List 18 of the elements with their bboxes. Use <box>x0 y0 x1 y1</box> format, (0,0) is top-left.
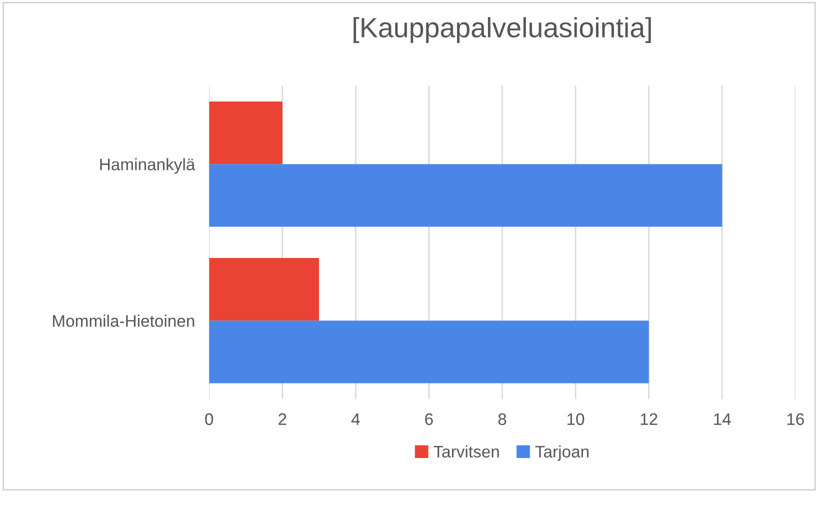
x-tick-label: 10 <box>568 413 584 426</box>
legend-label: Tarjoan <box>535 445 589 461</box>
y-tick-label: Haminankylä <box>100 158 196 174</box>
x-tick-label: 4 <box>351 413 360 425</box>
bar <box>209 164 722 227</box>
chart-title: [Kauppapalveluasiointia] <box>354 17 651 44</box>
x-tick-label: 2 <box>278 413 286 425</box>
bar <box>209 320 649 384</box>
y-tick-label: Mommila-Hietoinen <box>53 314 194 327</box>
legend-label: Tarvitsen <box>434 445 499 458</box>
x-tick-label: 0 <box>205 413 214 426</box>
x-tick-label: 14 <box>714 413 731 425</box>
bar <box>209 258 320 321</box>
x-tick-label: 16 <box>787 413 804 426</box>
x-tick-label: 8 <box>498 413 506 426</box>
x-tick-label: 6 <box>425 413 433 426</box>
bar <box>209 102 282 164</box>
x-tick-label: 12 <box>640 413 658 425</box>
